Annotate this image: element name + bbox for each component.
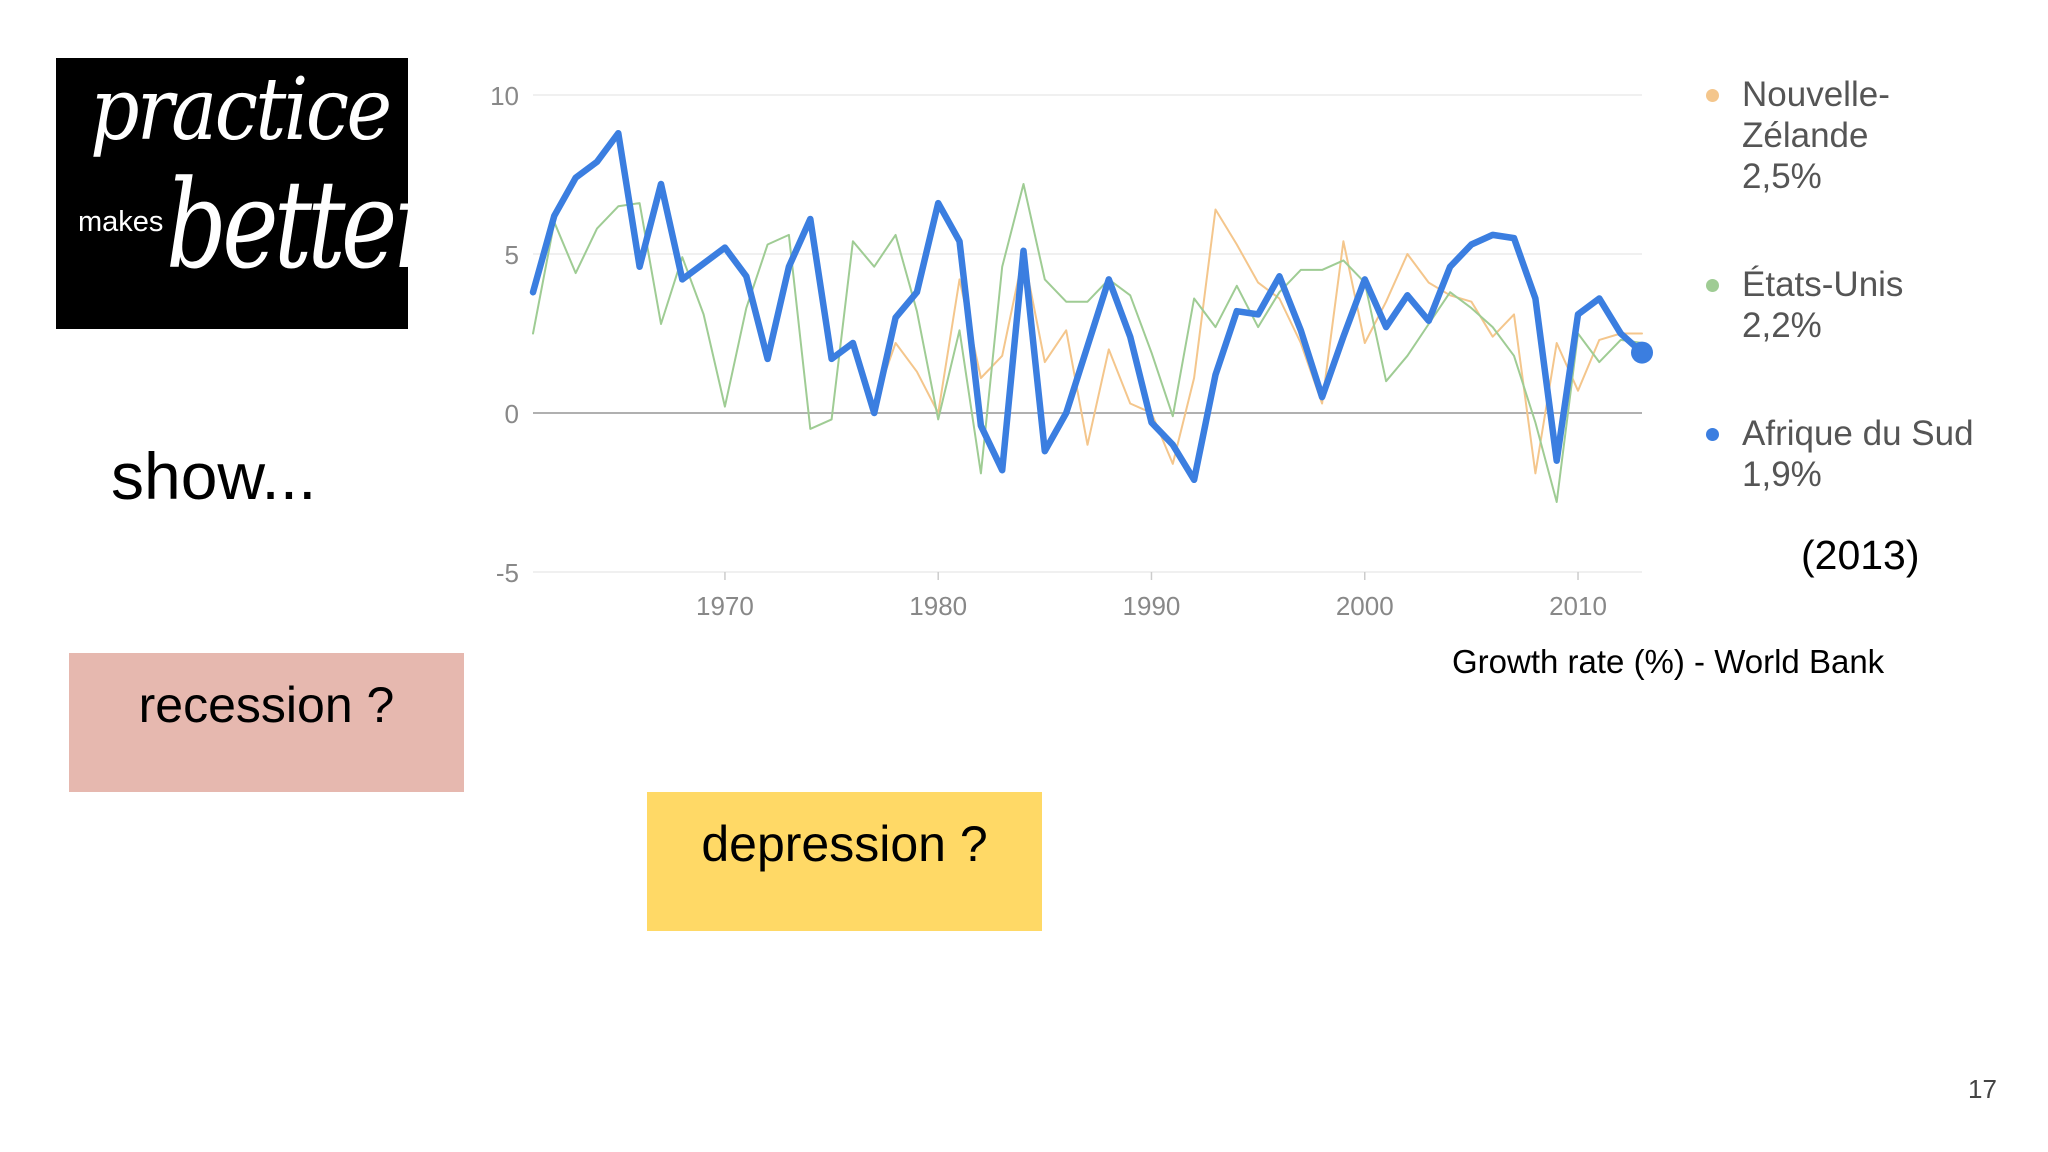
legend-label: Zélande [1742, 116, 1869, 155]
legend-label: Afrique du Sud [1742, 414, 1974, 453]
y-tick-label: 10 [490, 81, 519, 111]
legend-dot [1706, 279, 1719, 292]
x-tick-label: 1980 [909, 591, 967, 621]
logo-word-better: better [166, 154, 408, 296]
x-tick-label: 1970 [696, 591, 754, 621]
legend-label: États-Unis [1742, 265, 1904, 304]
series-line-0 [873, 208, 1643, 475]
x-tick-label: 1990 [1123, 591, 1181, 621]
series-end-marker [1631, 341, 1653, 364]
series-line-1 [532, 183, 1643, 503]
legend-label: 1,9% [1742, 455, 1822, 494]
practice-makes-better-logo: practice makes better [56, 58, 408, 329]
legend-label: 2,2% [1742, 306, 1822, 345]
y-tick-label: 0 [505, 399, 519, 429]
y-tick-label: -5 [496, 558, 519, 588]
depression-box: depression ? [647, 792, 1042, 931]
year-note: (2013) [1801, 532, 1920, 578]
recession-label: recession ? [138, 676, 395, 733]
logo-word-makes: makes [78, 206, 164, 238]
y-tick-label: 5 [505, 240, 519, 270]
x-tick-label: 2000 [1336, 591, 1394, 621]
show-prompt: show... [111, 439, 317, 513]
legend-label: Nouvelle- [1742, 75, 1890, 114]
legend-dot [1706, 428, 1719, 441]
logo-word-practice: practice [90, 60, 392, 160]
recession-box: recession ? [69, 653, 464, 792]
x-tick-label: 2010 [1549, 591, 1607, 621]
legend-label: 2,5% [1742, 157, 1822, 196]
chart-source: Growth rate (%) - World Bank [1452, 643, 1885, 680]
series-line-2 [529, 129, 1646, 484]
depression-label: depression ? [701, 815, 988, 872]
page-number: 17 [1968, 1074, 1997, 1104]
legend-dot [1706, 89, 1719, 102]
